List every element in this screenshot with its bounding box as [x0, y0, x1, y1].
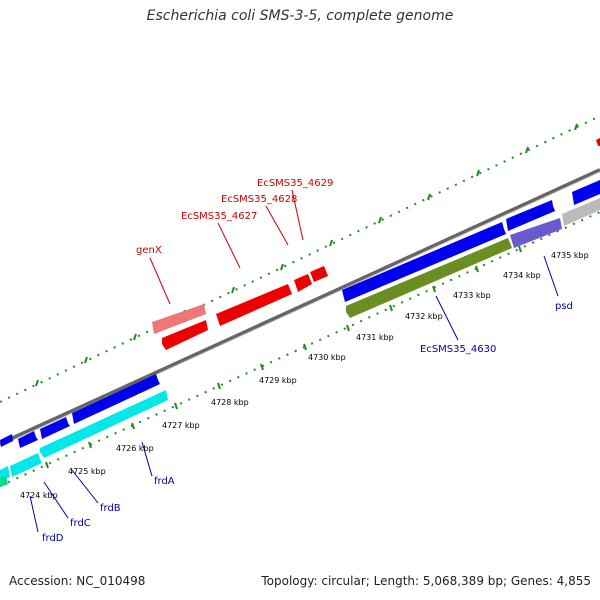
gene-genX	[162, 320, 208, 350]
label-frdB: frdB	[100, 503, 121, 514]
map-title: Escherichia coli SMS-3-5, complete genom…	[146, 8, 454, 24]
gene-blue-7	[572, 180, 600, 205]
gene-EcSMS35_4628	[294, 274, 312, 292]
gene-red-edge	[596, 138, 600, 146]
gene-blue-1	[0, 434, 13, 447]
leader-genX	[149, 257, 171, 305]
leader-frdB	[71, 469, 99, 504]
scale-label: 4734 kbp	[503, 271, 541, 280]
gene-frdB	[10, 453, 42, 477]
label-frdA: frdA	[154, 476, 175, 487]
gene-psd	[510, 218, 562, 248]
gene-frdD	[0, 476, 8, 487]
label-leaders	[29, 189, 559, 533]
scale-label: 4728 kbp	[211, 398, 249, 407]
scale-label: 4735 kbp	[551, 251, 589, 260]
gene-EcSMS35_4630	[346, 238, 512, 318]
inner-tick-ring	[0, 211, 600, 487]
scale-label: 4726 kbp	[116, 444, 154, 453]
red-genes	[152, 138, 600, 350]
label-EcSMS35_4629: EcSMS35_4629	[257, 178, 333, 189]
leader-frdD	[29, 495, 39, 533]
gene-blue-2	[18, 431, 38, 448]
scale-label: 4733 kbp	[453, 291, 491, 300]
label-frdD: frdD	[42, 533, 64, 544]
outer-tick-ring	[0, 115, 600, 403]
leader-4628	[265, 205, 289, 246]
forward-genes	[0, 180, 600, 448]
gene-blue-5	[342, 222, 506, 302]
leader-frdC	[43, 481, 69, 519]
label-EcSMS35_4628: EcSMS35_4628	[221, 194, 297, 205]
gene-genX-pink	[152, 304, 206, 334]
gene-blue-6	[506, 200, 555, 231]
label-EcSMS35_4630: EcSMS35_4630	[420, 344, 496, 355]
gene-labels-top: genX EcSMS35_4627 EcSMS35_4628 EcSMS35_4…	[136, 178, 333, 256]
label-genX: genX	[136, 245, 162, 256]
gene-blue-4	[72, 374, 160, 424]
label-frdC: frdC	[70, 518, 91, 529]
leader-4629	[291, 189, 304, 241]
scale-label: 4727 kbp	[162, 421, 200, 430]
gene-EcSMS35_4627	[216, 284, 292, 326]
scale-label: 4731 kbp	[356, 333, 394, 342]
gene-blue-3	[40, 417, 70, 439]
scale-label: 4724 kbp	[20, 491, 58, 500]
leader-frdA	[141, 441, 153, 477]
scale-labels: 4724 kbp 4725 kbp 4726 kbp 4727 kbp 4728…	[20, 251, 589, 500]
leader-4630	[435, 295, 459, 341]
gene-labels-bottom: frdD frdC frdB frdA EcSMS35_4630 psd	[42, 301, 573, 544]
gene-EcSMS35_4629	[310, 266, 328, 282]
scale-label: 4729 kbp	[259, 376, 297, 385]
scale-label: 4732 kbp	[405, 312, 443, 321]
scale-label: 4725 kbp	[68, 467, 106, 476]
label-psd: psd	[555, 301, 573, 312]
leader-4627	[217, 222, 241, 269]
gene-grey	[562, 198, 600, 226]
scale-label: 4730 kbp	[308, 353, 346, 362]
genome-backbone	[0, 168, 600, 447]
genome-summary: Topology: circular; Length: 5,068,389 bp…	[261, 574, 591, 588]
gene-frdA	[40, 390, 168, 458]
accession-label: Accession: NC_010498	[9, 574, 146, 588]
label-EcSMS35_4627: EcSMS35_4627	[181, 211, 257, 222]
leader-psd	[543, 255, 559, 297]
inner-major-ticks	[45, 245, 522, 469]
